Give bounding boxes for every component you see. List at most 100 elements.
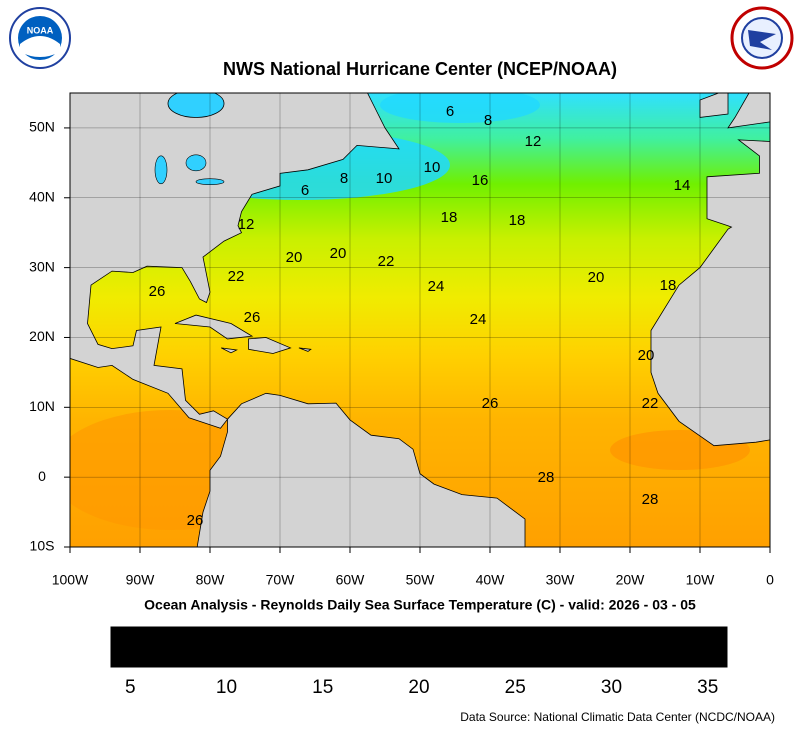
colorbar-cell: [553, 626, 574, 668]
x-tick-label: 10W: [686, 572, 716, 588]
colorbar-cell: [207, 626, 227, 668]
colorbar-cell: [303, 626, 323, 668]
y-tick-label: 10S: [30, 538, 55, 554]
land: [727, 93, 770, 129]
data-source: Data Source: National Climatic Data Cent…: [460, 710, 775, 724]
colorbar-cell: [515, 626, 535, 668]
colorbar-cell: [130, 626, 150, 668]
land: [298, 347, 312, 352]
colorbar-cell: [688, 626, 708, 668]
colorbar-cell: [284, 626, 304, 668]
colorbar-frame: [110, 626, 728, 668]
y-tick-label: 40N: [29, 188, 55, 204]
colorbar-cell: [669, 626, 689, 668]
contour-label: 24: [470, 311, 487, 328]
contour-label: 26: [482, 395, 499, 412]
contour-label: 12: [238, 216, 255, 233]
colorbar-cell: [611, 626, 631, 668]
colorbar-cell: [226, 626, 246, 668]
contour-label: 26: [187, 512, 204, 529]
contour-label: 12: [525, 133, 542, 150]
colorbar-cell: [649, 626, 670, 668]
y-tick-label: 20N: [29, 328, 55, 344]
colorbar-tick-label: 20: [408, 677, 429, 698]
colorbar-tick-label: 35: [697, 677, 718, 698]
map: [70, 93, 770, 547]
y-tick-label: 0: [38, 468, 46, 484]
colorbar-cell: [361, 626, 381, 668]
contour-label: 20: [588, 269, 605, 286]
colorbar-cell: [341, 626, 362, 668]
contour-label: 22: [378, 253, 395, 270]
y-tick-label: 10N: [29, 398, 55, 414]
contour-label: 10: [376, 170, 393, 187]
great-lake: [185, 154, 207, 172]
contour-label: 6: [301, 182, 309, 199]
colorbar-cell: [264, 626, 285, 668]
land: [70, 93, 400, 429]
land: [221, 347, 238, 354]
contour-label: 26: [149, 283, 166, 300]
colorbar-cell: [418, 626, 439, 668]
title: NWS National Hurricane Center (NCEP/NOAA…: [223, 59, 617, 79]
contour-label: 20: [638, 347, 655, 364]
colorbar-tick-label: 15: [312, 677, 333, 698]
contour-label: 24: [428, 278, 445, 295]
colorbar-cell: [534, 626, 554, 668]
colorbar-tick-label: 5: [125, 677, 136, 698]
colorbar-cell: [245, 626, 266, 668]
contour-label: 18: [509, 212, 526, 229]
noaa-logo: NOAA: [9, 7, 71, 69]
x-tick-label: 90W: [126, 572, 156, 588]
x-tick-label: 100W: [52, 572, 89, 588]
contour-label: 28: [642, 491, 659, 508]
x-tick-label: 80W: [196, 572, 226, 588]
colorbar-cell: [168, 626, 189, 668]
colorbar-cell: [399, 626, 420, 668]
y-tick-label: 50N: [29, 119, 55, 135]
contour-label: 10: [424, 159, 441, 176]
contour-label: 16: [472, 172, 489, 189]
colorbar-cell: [572, 626, 593, 668]
contour-label: 22: [642, 395, 659, 412]
contour-label: 14: [674, 177, 691, 194]
contour-label: 20: [286, 249, 303, 266]
colorbar-tick-label: 30: [601, 677, 622, 698]
colorbar-cell: [149, 626, 169, 668]
x-tick-label: 70W: [266, 572, 296, 588]
colorbar-tick-label: 10: [216, 677, 237, 698]
colorbar-tick-label: 25: [505, 677, 526, 698]
great-lake: [154, 155, 168, 185]
colorbar-cell: [476, 626, 497, 668]
colorbar-cell: [438, 626, 458, 668]
contour-label: 8: [340, 170, 348, 187]
cold-water: [380, 93, 540, 123]
x-tick-label: 0: [766, 572, 774, 588]
contour-label: 20: [330, 245, 347, 262]
contour-label: 18: [660, 277, 677, 294]
colorbar-cell: [495, 626, 516, 668]
y-tick-label: 30N: [29, 258, 55, 274]
contour-label: 22: [228, 268, 245, 285]
contour-label: 28: [538, 469, 555, 486]
svg-text:NOAA: NOAA: [27, 25, 54, 35]
caption: Ocean Analysis - Reynolds Daily Sea Surf…: [144, 597, 696, 613]
colorbar-cell: [707, 626, 728, 668]
nws-logo: [730, 6, 794, 70]
x-tick-label: 40W: [476, 572, 506, 588]
colorbar-cell: [322, 626, 343, 668]
colorbar-cell: [630, 626, 651, 668]
colorbar-cell: [110, 626, 131, 668]
x-tick-label: 30W: [546, 572, 576, 588]
x-tick-label: 50W: [406, 572, 436, 588]
colorbar-cell: [380, 626, 400, 668]
hudson-bay: [167, 93, 225, 118]
x-tick-label: 20W: [616, 572, 646, 588]
contour-label: 8: [484, 112, 492, 129]
colorbar-cell: [457, 626, 477, 668]
contour-label: 18: [441, 209, 458, 226]
colorbar-cell: [187, 626, 208, 668]
contour-label: 6: [446, 103, 454, 120]
